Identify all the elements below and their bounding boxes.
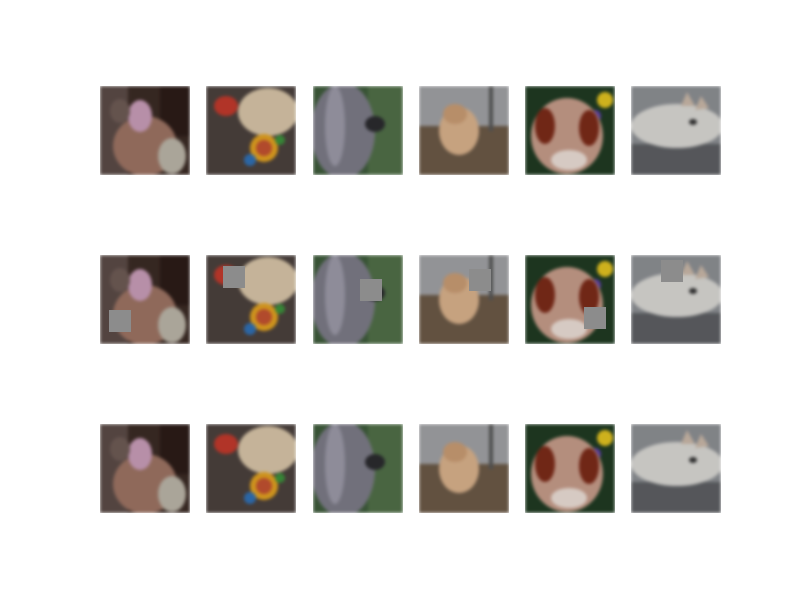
row1-tile1 (100, 86, 190, 175)
row2-tile1 (100, 255, 190, 344)
row3-tile4 (419, 424, 509, 513)
dog-with-toy-image (206, 424, 296, 513)
dog-on-path-image (419, 255, 509, 344)
row1-tile6 (631, 86, 721, 175)
dog-with-toy-image (206, 255, 296, 344)
dog-in-flowers-image (525, 424, 615, 513)
row2-tile3 (313, 255, 403, 344)
mask-patch (109, 310, 131, 332)
mask-patch (661, 260, 683, 282)
dog-on-path-image (419, 424, 509, 513)
row3-tile6 (631, 424, 721, 513)
mask-patch (469, 269, 491, 291)
dog-lying-gravel-image (631, 86, 721, 175)
dog-in-flowers-image (525, 255, 615, 344)
row2-tile4 (419, 255, 509, 344)
row2-tile2 (206, 255, 296, 344)
dog-pink-bow-image (100, 424, 190, 513)
dog-lying-gravel-image (631, 424, 721, 513)
dog-gray-longhair-image (313, 255, 403, 344)
row2-tile6 (631, 255, 721, 344)
mask-patch (223, 266, 245, 288)
dog-gray-longhair-image (313, 424, 403, 513)
row2-tile5 (525, 255, 615, 344)
mask-patch (360, 279, 382, 301)
row3-tile3 (313, 424, 403, 513)
row1-tile4 (419, 86, 509, 175)
row1-tile2 (206, 86, 296, 175)
dog-lying-gravel-image (631, 255, 721, 344)
row1-tile3 (313, 86, 403, 175)
mask-patch (584, 307, 606, 329)
dog-on-path-image (419, 86, 509, 175)
dog-gray-longhair-image (313, 86, 403, 175)
dog-in-flowers-image (525, 86, 615, 175)
row3-tile1 (100, 424, 190, 513)
row1-tile5 (525, 86, 615, 175)
dog-with-toy-image (206, 86, 296, 175)
dog-pink-bow-image (100, 86, 190, 175)
row3-tile2 (206, 424, 296, 513)
row3-tile5 (525, 424, 615, 513)
